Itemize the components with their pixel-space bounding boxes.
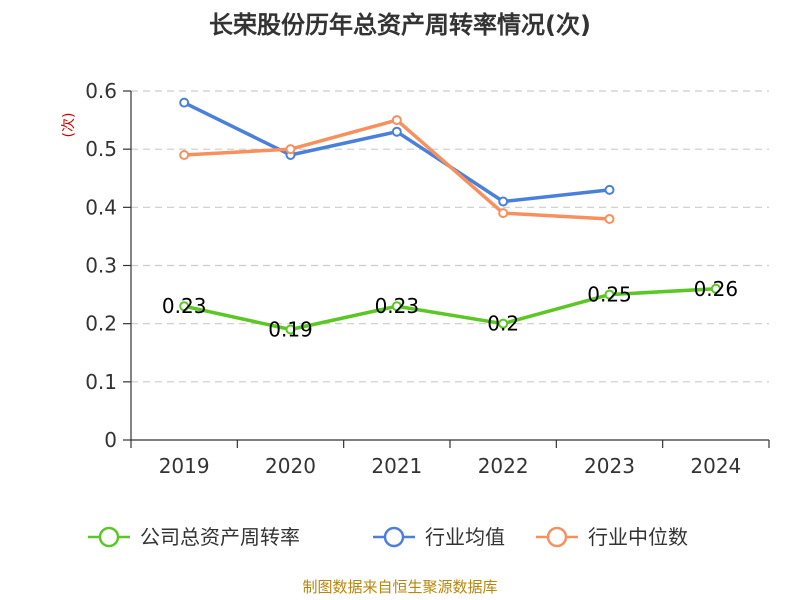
data-point[interactable] xyxy=(604,184,615,195)
legend-label: 公司总资产周转率 xyxy=(140,525,300,549)
gridlines xyxy=(131,90,769,383)
data-label: 0.2 xyxy=(487,312,519,336)
y-tick-label: 0.4 xyxy=(85,195,117,219)
data-point[interactable] xyxy=(285,144,296,155)
data-label: 0.23 xyxy=(375,294,420,318)
data-point[interactable] xyxy=(179,301,190,312)
x-tick-label: 2019 xyxy=(159,454,210,478)
data-point[interactable] xyxy=(285,324,296,335)
x-tick-label: 2022 xyxy=(478,454,529,478)
data-point[interactable] xyxy=(391,126,402,137)
y-tick-label: 0.6 xyxy=(85,79,117,103)
x-tick-label: 2024 xyxy=(690,454,741,478)
data-point[interactable] xyxy=(498,208,509,219)
data-point[interactable] xyxy=(391,301,402,312)
y-tick-label: 0.5 xyxy=(85,137,117,161)
legend-item[interactable]: 行业均值 xyxy=(373,525,505,549)
data-point[interactable] xyxy=(710,283,721,294)
data-label: 0.25 xyxy=(587,283,632,307)
data-label: 0.19 xyxy=(268,317,313,341)
x-tick-label: 2023 xyxy=(584,454,635,478)
series-line xyxy=(183,287,716,332)
data-point[interactable] xyxy=(179,97,190,108)
legend-marker xyxy=(383,526,405,548)
legend-item[interactable]: 行业中位数 xyxy=(536,525,688,549)
y-tick-label: 0 xyxy=(104,428,117,452)
legend-label: 行业中位数 xyxy=(588,525,688,549)
legend[interactable]: 公司总资产周转率 行业均值 行业中位数 xyxy=(88,525,688,549)
data-labels: 0.23 0.19 0.23 0.2 0.25 0.26 xyxy=(162,277,738,342)
y-tick-label: 0.1 xyxy=(85,370,117,394)
data-point[interactable] xyxy=(498,196,509,207)
data-point[interactable] xyxy=(604,213,615,224)
data-point[interactable] xyxy=(604,289,615,300)
source-note: 制图数据来自恒生聚源数据库 xyxy=(302,578,497,596)
x-tick-label: 2021 xyxy=(371,454,422,478)
data-point[interactable] xyxy=(391,115,402,126)
y-tick-label: 0.2 xyxy=(85,312,117,336)
data-point[interactable] xyxy=(498,318,509,329)
legend-item[interactable]: 公司总资产周转率 xyxy=(88,525,300,549)
legend-marker xyxy=(546,526,568,548)
legend-label: 行业均值 xyxy=(425,525,505,549)
data-label: 0.26 xyxy=(694,277,739,301)
y-tick-label: 0.3 xyxy=(85,254,117,278)
data-label: 0.23 xyxy=(162,294,207,318)
x-tick-label: 2020 xyxy=(265,454,316,478)
chart-title: 长荣股份历年总资产周转率情况(次) xyxy=(209,11,591,39)
series-lines xyxy=(179,97,721,335)
y-axis-label: (次) xyxy=(61,113,77,138)
axes: 0 0.1 0.2 0.3 0.4 0.5 0.6 2019 2020 2021 2022 2023 2… xyxy=(85,79,770,478)
legend-marker xyxy=(98,526,120,548)
data-point[interactable] xyxy=(179,149,190,160)
